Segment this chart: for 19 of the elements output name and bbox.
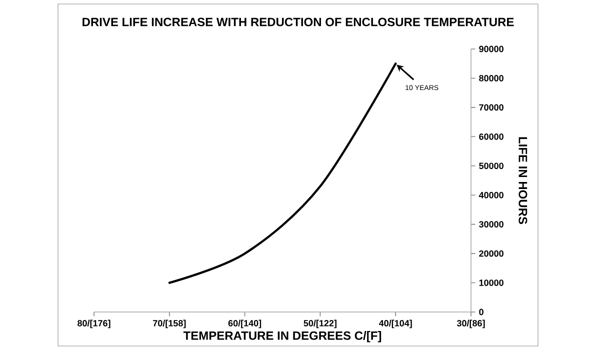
- y-tick-label: 0: [479, 308, 484, 316]
- x-tick-label: 80/[176]: [78, 320, 110, 328]
- y-tick-label: 70000: [479, 104, 504, 111]
- y-axis-title: LIFE IN HOURS: [518, 137, 528, 224]
- x-tick-label: 40/[104]: [378, 320, 412, 328]
- x-tick-label: 50/[122]: [304, 320, 336, 328]
- y-tick-label: 90000: [479, 46, 504, 52]
- x-axis-title: TEMPERATURE IN DEGREES C/[F]: [183, 331, 382, 342]
- x-tick-label: 30/[86]: [456, 320, 485, 328]
- y-tick-label: 10000: [479, 280, 504, 286]
- y-tick-label: 40000: [478, 192, 504, 198]
- y-tick-label: 60000: [479, 133, 504, 140]
- chart-title: DRIVE LIFE INCREASE WITH REDUCTION OF ENCLOSURE TEMPERATURE: [82, 18, 514, 26]
- y-tick-label: 80000: [479, 75, 504, 82]
- x-tick-label: 70/[158]: [153, 320, 186, 328]
- x-tick-label: 60/[140]: [228, 320, 262, 328]
- y-tick-label: 30000: [479, 221, 504, 228]
- y-tick-label: 20000: [479, 250, 504, 257]
- y-tick-label: 50000: [479, 162, 504, 170]
